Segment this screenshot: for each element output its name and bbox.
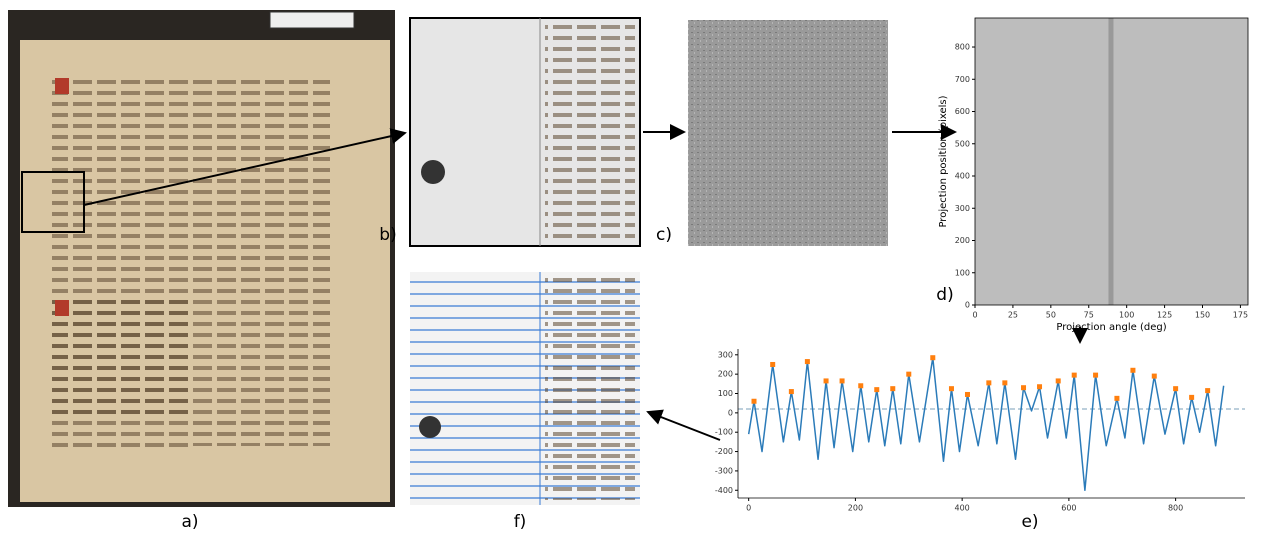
y-tick-label: 0 — [728, 408, 733, 417]
x-tick-label: 175 — [1233, 311, 1248, 320]
peak-marker — [858, 383, 864, 389]
x-tick-label: 50 — [1046, 311, 1056, 320]
peak-marker — [890, 386, 896, 392]
y-tick-label: 100 — [955, 268, 970, 277]
y-tick-label: 400 — [955, 172, 970, 181]
y-tick-label: 0 — [965, 301, 970, 310]
y-tick-label: 300 — [718, 350, 733, 359]
y-tick-label: -300 — [715, 466, 733, 475]
y-tick-label: 600 — [955, 107, 970, 116]
y-tick-label: 300 — [955, 204, 970, 213]
peak-marker — [770, 361, 776, 367]
y-tick-label: 200 — [718, 370, 733, 379]
panel-label: e) — [1021, 512, 1038, 532]
x-tick-label: 0 — [746, 504, 751, 513]
x-tick-label: 75 — [1084, 311, 1094, 320]
crop-image — [409, 17, 641, 247]
peak-marker — [986, 380, 992, 386]
y-tick-label: 500 — [955, 139, 970, 148]
peak-marker — [1189, 394, 1195, 400]
peak-marker — [1151, 373, 1157, 379]
projection-streak — [1108, 18, 1114, 305]
peak-marker — [1114, 395, 1120, 401]
manuscript-image — [8, 10, 395, 507]
x-tick-label: 600 — [1061, 504, 1076, 513]
lines-image — [410, 272, 640, 505]
peak-marker — [1037, 384, 1043, 390]
x-tick-label: 150 — [1195, 311, 1210, 320]
peak-marker — [751, 398, 757, 404]
peak-marker — [1205, 388, 1211, 394]
plot-frame — [974, 17, 1249, 306]
panel-label: d) — [936, 285, 953, 305]
y-tick-label: -100 — [715, 428, 733, 437]
peak-marker — [1071, 372, 1077, 378]
y-tick-label: -400 — [715, 486, 733, 495]
filtered-image — [688, 20, 888, 246]
peak-marker — [906, 371, 912, 377]
peak-marker — [788, 389, 794, 395]
y-tick-label: 200 — [955, 236, 970, 245]
peak-marker — [874, 387, 880, 393]
panel-label: b) — [379, 225, 396, 245]
x-tick-label: 25 — [1008, 311, 1018, 320]
x-tick-label: 125 — [1157, 311, 1172, 320]
peak-marker — [948, 386, 954, 392]
x-tick-label: 100 — [1119, 311, 1134, 320]
x-tick-label: 200 — [848, 504, 863, 513]
peak-marker — [930, 355, 936, 361]
peak-marker — [804, 359, 810, 365]
peak-marker — [1021, 385, 1027, 391]
peak-marker — [1173, 386, 1179, 392]
panel-label: f) — [514, 512, 527, 532]
y-tick-label: -200 — [715, 447, 733, 456]
panel-label: c) — [656, 225, 672, 245]
panel-label: a) — [181, 512, 198, 532]
peak-marker — [1055, 378, 1061, 384]
y-tick-label: 800 — [955, 43, 970, 52]
x-tick-label: 0 — [972, 311, 977, 320]
peak-marker — [1093, 372, 1099, 378]
peak-marker — [823, 378, 829, 384]
peak-marker — [839, 378, 845, 384]
x-tick-label: 800 — [1168, 504, 1183, 513]
y-tick-label: 100 — [718, 389, 733, 398]
x-tick-label: 400 — [955, 504, 970, 513]
y-axis-label: Projection position (pixels) — [938, 95, 949, 227]
peak-marker — [1130, 367, 1136, 373]
signal-line — [747, 356, 1225, 492]
y-tick-label: 700 — [955, 75, 970, 84]
x-axis-label: Projection angle (deg) — [1056, 322, 1166, 333]
arrows — [83, 124, 1088, 441]
peak-marker — [1002, 380, 1008, 386]
peak-marker — [964, 391, 970, 397]
